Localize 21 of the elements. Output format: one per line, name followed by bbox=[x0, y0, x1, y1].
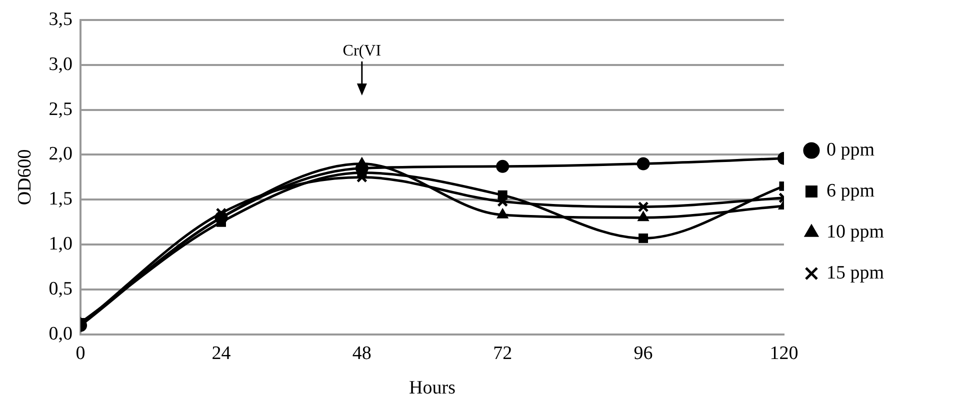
x-tick-label: 24 bbox=[212, 342, 232, 364]
x-tick-label: 96 bbox=[634, 342, 653, 364]
y-tick-label: 0,5 bbox=[48, 278, 73, 300]
x-tick-label: 120 bbox=[770, 342, 798, 364]
y-tick-label: 3,0 bbox=[48, 54, 73, 75]
y-tick-label: 3,5 bbox=[48, 8, 73, 30]
x-tick-label: 48 bbox=[352, 342, 372, 364]
y-tick-label: 2,0 bbox=[48, 144, 73, 165]
x-axis-title: Hours bbox=[409, 378, 456, 399]
annotation: Cr(VI bbox=[342, 42, 382, 60]
legend-label: 0 ppm bbox=[826, 139, 875, 160]
legend-label: 10 ppm bbox=[826, 221, 884, 242]
y-tick-label: 2,5 bbox=[48, 98, 73, 120]
y-tick-label: 0,0 bbox=[48, 323, 73, 344]
legend-label: 15 ppm bbox=[826, 262, 884, 284]
y-tick-label: 1,0 bbox=[48, 234, 73, 255]
x-tick-label: 0 bbox=[76, 342, 86, 364]
y-axis-title: OD600 bbox=[14, 149, 36, 206]
x-tick-label: 72 bbox=[493, 342, 512, 364]
y-tick-label: 1,5 bbox=[48, 188, 73, 210]
legend-label: 6 ppm bbox=[826, 180, 875, 202]
